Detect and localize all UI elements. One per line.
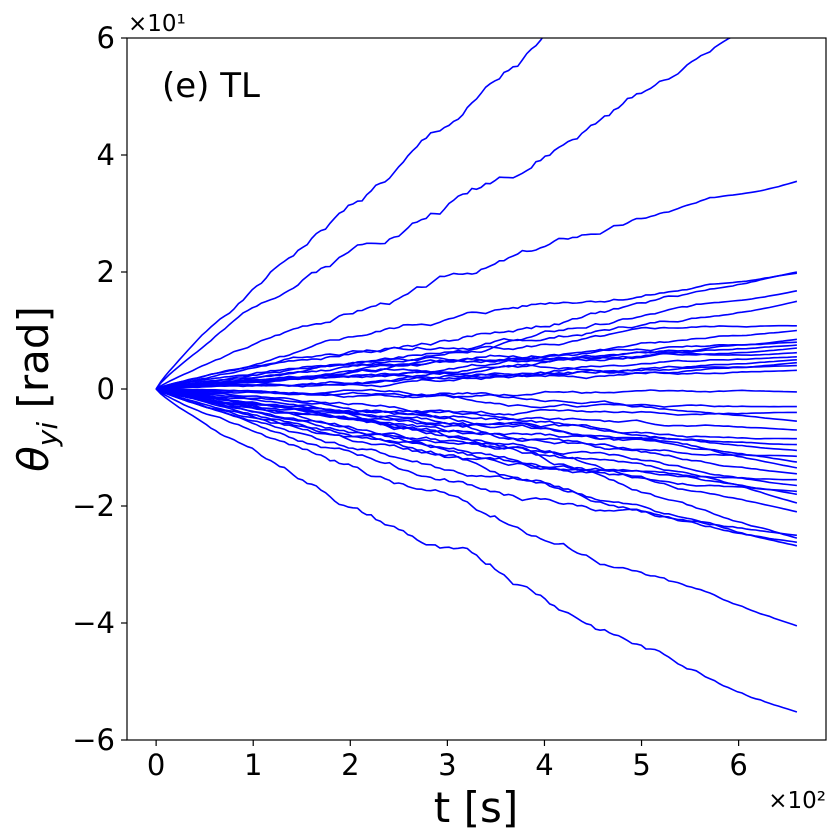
series-line [155,388,798,627]
series-line [155,290,798,390]
series-line [155,388,798,713]
plot-frame [126,37,827,741]
y-tick-label: 0 [97,372,115,406]
series-line [155,388,797,431]
x-tick-label: 4 [535,748,553,782]
series-line [155,388,798,544]
x-tick-label: 1 [244,748,262,782]
series-line [155,388,797,493]
x-tick-label: 6 [729,748,747,782]
series-line [155,388,798,513]
ticks-layer: 0 1 2 3 4 5 6 −6 −4 −2 0 2 4 6 [72,21,748,782]
y-axis-label: θyi [rad] [9,306,64,472]
panel-annotation: (e) TL [162,66,260,106]
series-line [155,388,798,539]
series-line [155,38,544,390]
series-line [155,38,732,390]
series-line [155,388,798,496]
y-axis-unit: [rad] [9,306,58,422]
x-axis-label: t [s] [434,783,518,832]
y-tick-label: 6 [97,21,115,55]
series-line [156,369,797,390]
series-line [156,350,797,390]
x-tick-label: 3 [438,748,456,782]
series-line [155,272,798,390]
series-line [156,388,797,409]
x-multiplier: ×10² [768,788,826,814]
x-tick-label: 0 [147,748,165,782]
series-line [156,388,797,416]
x-tick-label: 2 [341,748,359,782]
series-layer [155,38,798,713]
series-line [156,388,797,422]
series-line [155,344,797,390]
y-tick-label: 2 [97,255,115,289]
series-line [155,300,798,390]
y-multiplier: ×10¹ [128,11,186,37]
y-tick-label: 4 [97,138,115,172]
series-line [155,388,798,547]
y-tick-label: −4 [72,606,115,640]
series-line [155,347,797,390]
series-line [155,329,797,390]
y-tick-label: −6 [72,723,115,757]
series-line [156,364,797,390]
series-line [155,180,798,390]
y-axis-subscript: yi [31,422,64,448]
y-tick-label: −2 [72,489,115,523]
series-line [155,388,797,487]
series-line [155,388,798,469]
series-line [156,356,797,390]
x-tick-label: 5 [632,748,650,782]
y-axis-symbol: θ [9,446,58,472]
